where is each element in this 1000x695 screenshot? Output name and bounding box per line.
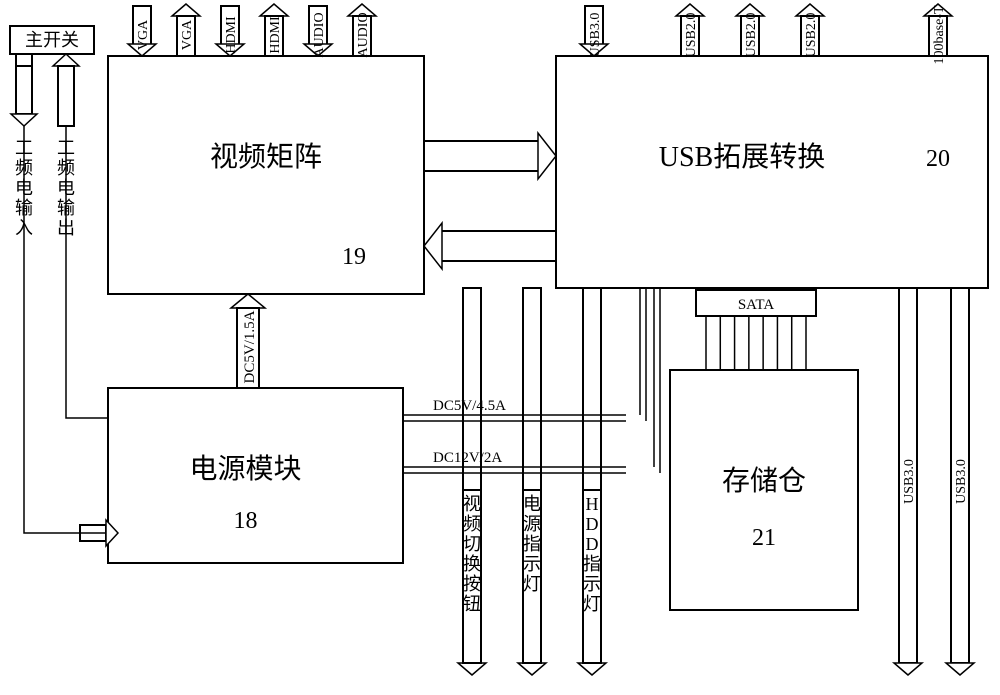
port-label: AUDIO <box>312 12 327 57</box>
power-module-label: 电源模块 <box>189 453 301 485</box>
main-switch-label: 主开关 <box>25 30 79 50</box>
 <box>16 54 32 66</box>
 <box>583 288 601 490</box>
svg-text:工: 工 <box>57 138 75 158</box>
svg-text:示: 示 <box>523 554 541 574</box>
svg-text:换: 换 <box>463 554 481 574</box>
mains-out-label: 工频电输出 <box>57 138 75 238</box>
port-label: 100base-T <box>932 5 947 65</box>
usb-hub-number: 20 <box>926 146 950 172</box>
center-output-label: HDD指示灯 <box>583 494 601 614</box>
svg-text:H: H <box>586 494 599 514</box>
port-label: HDMI <box>268 16 283 54</box>
 <box>523 288 541 490</box>
port-label: VGA <box>180 19 195 50</box>
svg-text:灯: 灯 <box>583 594 601 614</box>
video-matrix-number: 19 <box>342 244 366 270</box>
dc5v-1p5a-label: DC5V/1.5A <box>242 310 258 383</box>
svg-text:钮: 钮 <box>463 594 481 614</box>
port-label: USB3.0 <box>902 459 917 504</box>
svg-text:D: D <box>586 534 599 554</box>
svg-text:视: 视 <box>463 494 481 514</box>
svg-text:工: 工 <box>15 138 33 158</box>
svg-text:频: 频 <box>463 514 481 534</box>
port-label: USB3.0 <box>954 459 969 504</box>
storage-number: 21 <box>752 525 776 551</box>
 <box>58 66 74 126</box>
 <box>16 54 32 114</box>
port-label: USB2.0 <box>804 13 819 58</box>
power-rail-label: DC5V/4.5A <box>433 398 506 414</box>
center-output-label: 视频切换按钮 <box>463 494 481 614</box>
svg-text:输: 输 <box>15 198 33 218</box>
port-label: USB2.0 <box>744 13 759 58</box>
svg-text:按: 按 <box>463 574 481 594</box>
svg-text:示: 示 <box>583 574 601 594</box>
svg-text:源: 源 <box>523 514 541 534</box>
 <box>424 141 540 171</box>
svg-text:电: 电 <box>523 494 541 514</box>
svg-text:电: 电 <box>15 178 33 198</box>
mains-in-label: 工频电输入 <box>15 138 33 238</box>
port-label: VGA <box>136 19 151 50</box>
port-label: USB2.0 <box>684 13 699 58</box>
power-module-number: 18 <box>234 508 258 534</box>
svg-text:输: 输 <box>57 198 75 218</box>
svg-text:电: 电 <box>57 178 75 198</box>
center-output-label: 电源指示灯 <box>523 494 541 594</box>
svg-text:频: 频 <box>57 158 75 178</box>
svg-text:出: 出 <box>57 218 75 238</box>
svg-text:入: 入 <box>15 218 33 238</box>
svg-text:灯: 灯 <box>523 574 541 594</box>
port-label: AUDIO <box>356 12 371 57</box>
storage-label: 存储仓 <box>722 465 806 497</box>
video-matrix-box <box>108 56 424 294</box>
video-matrix-label: 视频矩阵 <box>210 141 322 173</box>
usb-hub-label: USB拓展转换 <box>659 141 825 173</box>
svg-text:指: 指 <box>523 534 541 554</box>
sata-label: SATA <box>738 297 774 313</box>
svg-text:切: 切 <box>463 534 481 554</box>
port-label: USB3.0 <box>588 13 603 58</box>
power-rail-label: DC12V/2A <box>433 450 502 466</box>
svg-text:D: D <box>586 514 599 534</box>
port-label: HDMI <box>224 16 239 54</box>
svg-text:指: 指 <box>583 554 601 574</box>
svg-text:频: 频 <box>15 158 33 178</box>
 <box>440 231 556 261</box>
